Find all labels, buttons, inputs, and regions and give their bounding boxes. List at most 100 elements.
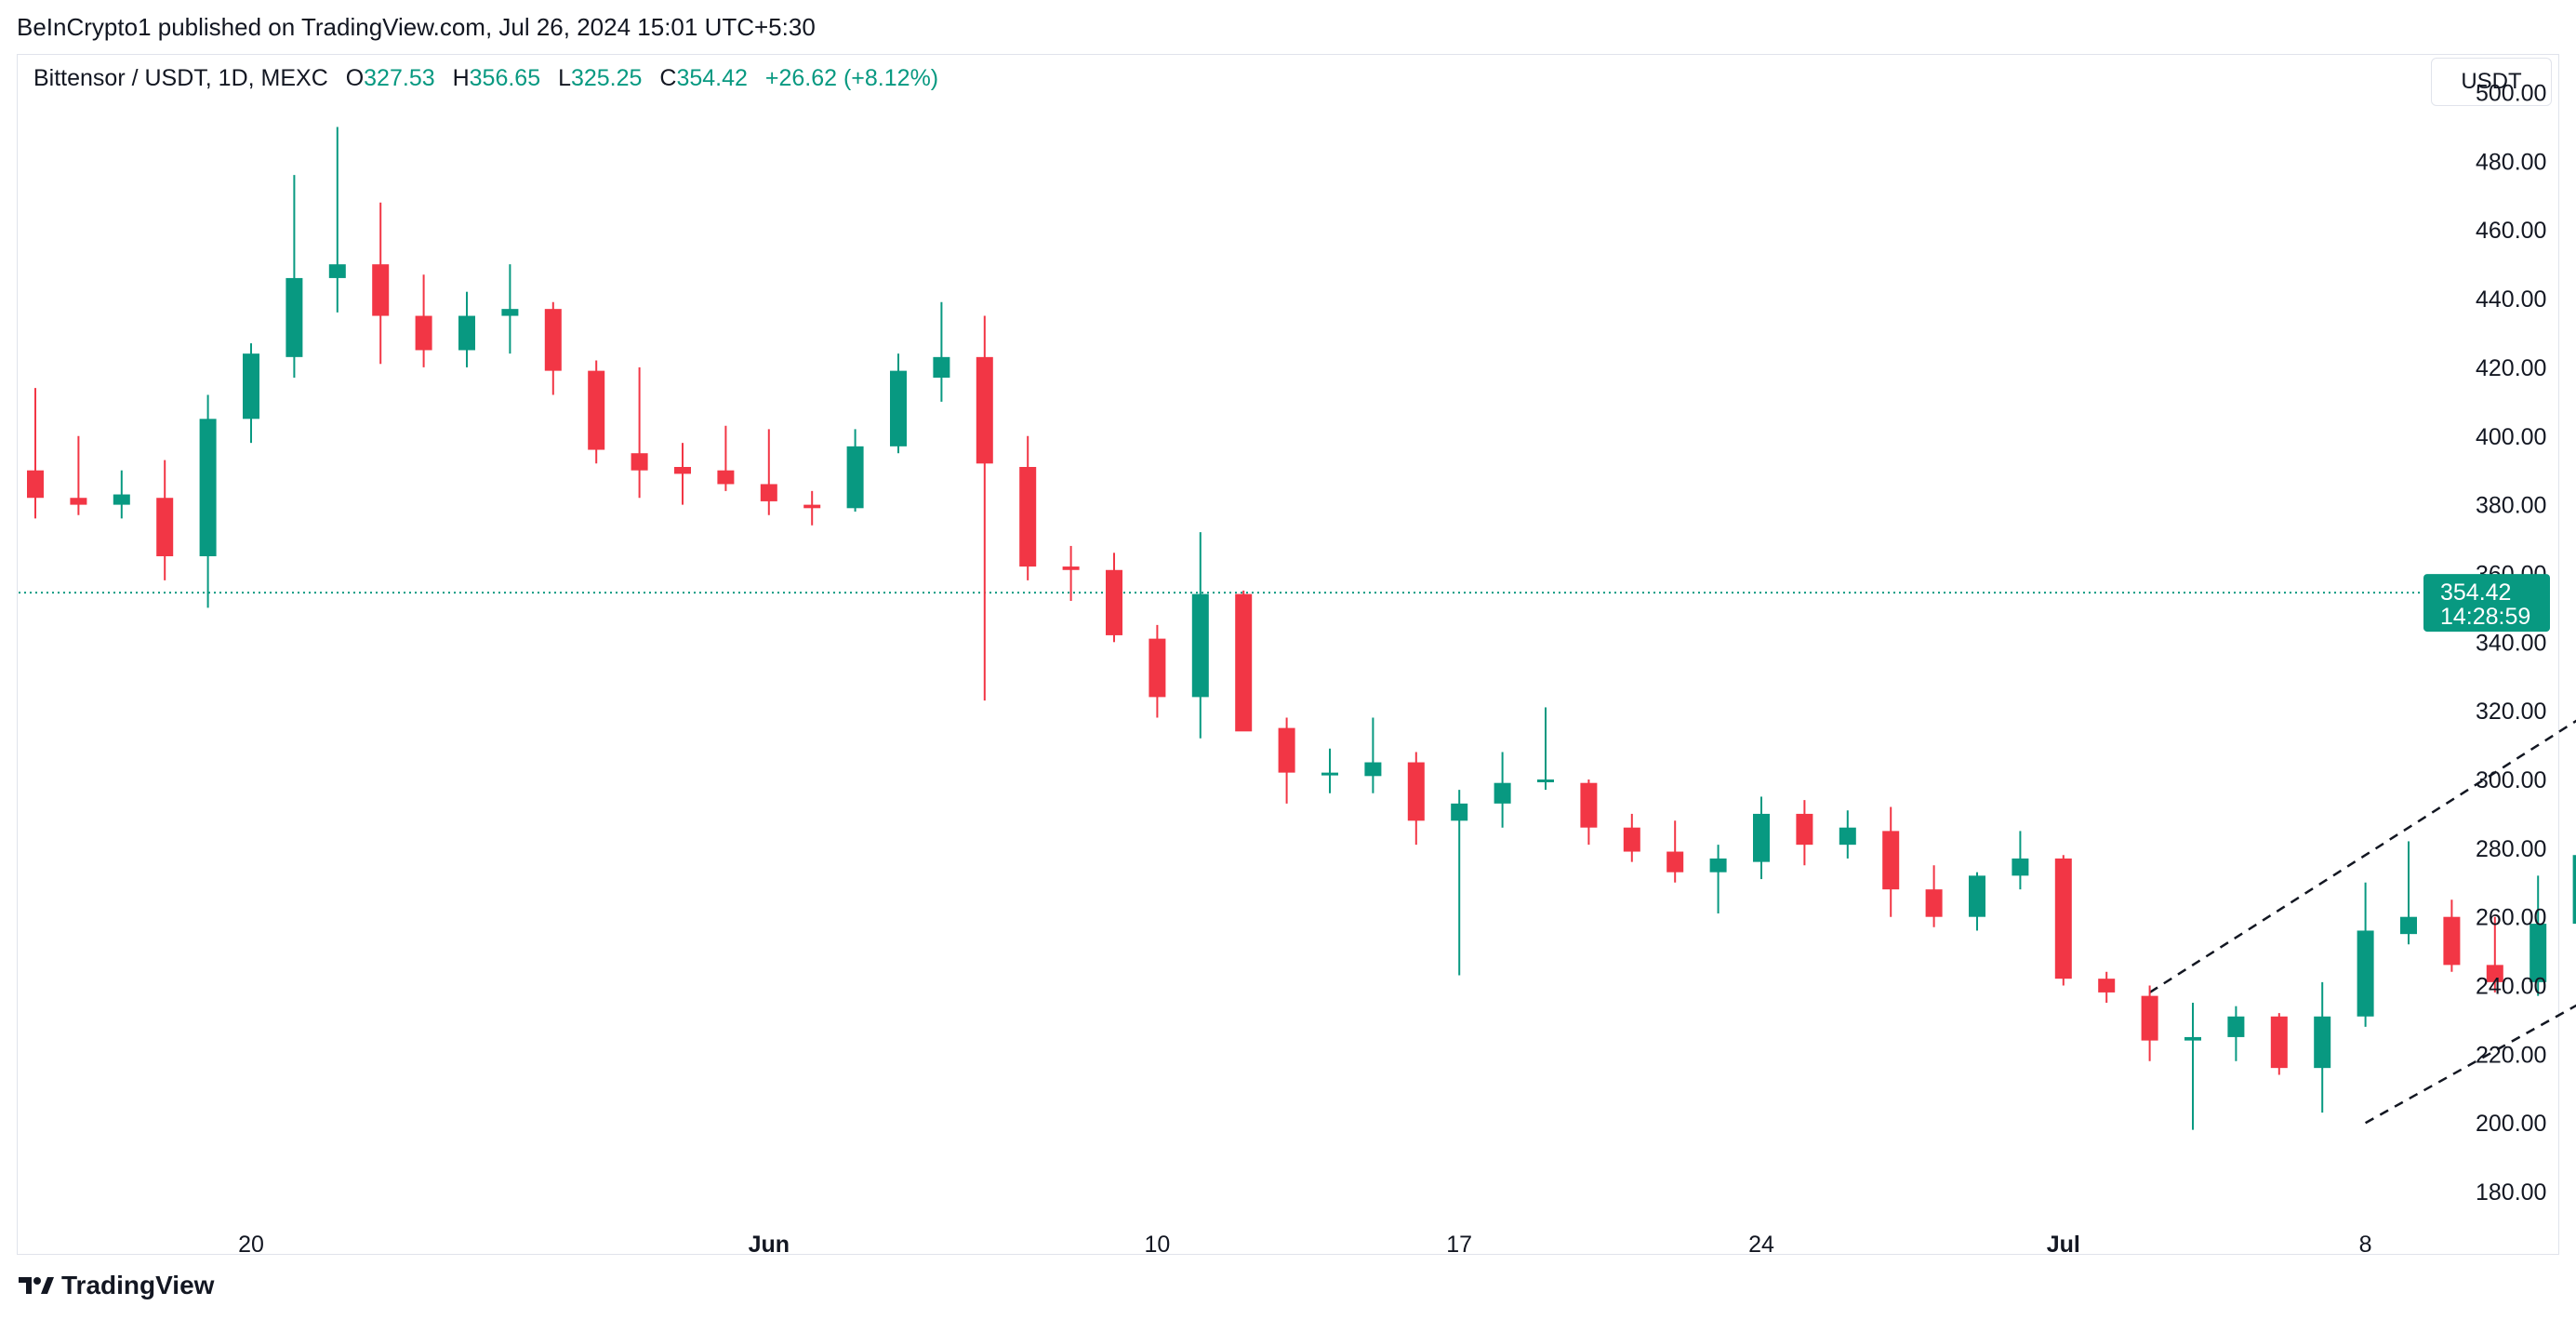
y-tick-label: 260.00	[2476, 905, 2546, 931]
candle-body	[674, 467, 691, 474]
candle[interactable]	[2530, 875, 2547, 996]
candle-body	[1321, 772, 1338, 776]
close-value: 354.42	[676, 65, 748, 91]
x-tick-label: 10	[1144, 1232, 1170, 1258]
candle-body	[2572, 855, 2576, 925]
candle-body	[2141, 995, 2158, 1041]
candle-body	[933, 356, 950, 378]
candle[interactable]	[1191, 532, 1209, 739]
candle-body	[1623, 827, 1640, 852]
candle[interactable]	[2572, 848, 2576, 938]
candle-body	[1451, 803, 1468, 821]
candle[interactable]	[1278, 717, 1295, 804]
candle-body	[1106, 569, 1122, 635]
symbol-label[interactable]: Bittensor / USDT, 1D, MEXC	[33, 65, 328, 91]
candle-body	[717, 470, 735, 485]
candle[interactable]	[372, 202, 390, 365]
candle[interactable]	[1623, 813, 1640, 862]
candle[interactable]	[1882, 806, 1900, 917]
candle[interactable]	[846, 429, 864, 512]
candle-body	[2443, 916, 2461, 966]
candle[interactable]	[1364, 717, 1382, 793]
candle[interactable]	[544, 301, 562, 395]
candle[interactable]	[1321, 748, 1338, 793]
candle[interactable]	[2054, 855, 2072, 986]
high-value: 356.65	[469, 65, 541, 91]
last-price-tag-value: 354.42	[2440, 580, 2511, 606]
candle[interactable]	[458, 291, 475, 367]
candle[interactable]	[243, 343, 259, 444]
candle-body	[1537, 779, 1554, 782]
candle[interactable]	[674, 443, 691, 505]
candle[interactable]	[1753, 796, 1770, 880]
candle[interactable]	[1666, 820, 1684, 883]
candle[interactable]	[2270, 1013, 2288, 1075]
candle[interactable]	[1407, 752, 1425, 846]
candle[interactable]	[1235, 590, 1253, 732]
candle-body	[199, 419, 217, 556]
candle[interactable]	[976, 315, 993, 701]
candle[interactable]	[199, 394, 217, 608]
candle[interactable]	[2486, 916, 2503, 993]
candle[interactable]	[890, 353, 907, 454]
candle[interactable]	[1839, 810, 1856, 859]
channel-trendline[interactable]	[2364, 714, 2576, 1125]
candle[interactable]	[1494, 752, 1511, 828]
x-tick-label: 17	[1446, 1232, 1472, 1258]
candle-body	[631, 453, 648, 471]
candle[interactable]	[2227, 1006, 2245, 1061]
x-tick-label: 20	[238, 1232, 264, 1258]
candle[interactable]	[2012, 831, 2029, 890]
candle[interactable]	[285, 175, 303, 378]
candle[interactable]	[1709, 845, 1727, 913]
candle-body	[1235, 593, 1253, 732]
candle[interactable]	[2314, 981, 2331, 1113]
candle[interactable]	[2141, 985, 2158, 1061]
candle[interactable]	[2184, 1003, 2201, 1130]
candle[interactable]	[1062, 545, 1080, 601]
footer-logo-text: TradingView	[61, 1271, 215, 1299]
candle-body	[113, 494, 130, 505]
candle[interactable]	[631, 366, 648, 499]
candle-body	[1494, 782, 1511, 804]
tradingview-logo[interactable]: TradingView	[17, 1271, 214, 1300]
candle[interactable]	[501, 264, 519, 354]
candle[interactable]	[113, 470, 130, 519]
candle[interactable]	[1106, 553, 1122, 643]
candle-body	[2530, 924, 2547, 982]
candle[interactable]	[760, 429, 777, 515]
candle[interactable]	[933, 301, 950, 402]
last-price-tag	[2423, 574, 2550, 633]
candle[interactable]	[328, 127, 346, 313]
candle[interactable]	[27, 388, 44, 519]
candle[interactable]	[1537, 707, 1554, 791]
candle-body	[544, 309, 562, 371]
candle[interactable]	[1451, 790, 1468, 976]
candle[interactable]	[2357, 882, 2374, 1027]
candle-body	[1191, 593, 1209, 698]
candle[interactable]	[717, 425, 735, 491]
channel-trendline[interactable]	[2148, 553, 2576, 993]
candle[interactable]	[1796, 800, 1813, 866]
candle[interactable]	[1149, 624, 1166, 718]
candle[interactable]	[1019, 435, 1037, 580]
candle-body	[803, 504, 821, 509]
currency-selector-button[interactable]: USDT	[2431, 58, 2552, 106]
candle[interactable]	[2443, 899, 2461, 972]
candle-body	[1666, 851, 1684, 873]
candle[interactable]	[2098, 971, 2116, 1003]
candle[interactable]	[2400, 841, 2417, 945]
candle[interactable]	[803, 490, 821, 526]
candle[interactable]	[70, 435, 87, 515]
candle[interactable]	[1969, 872, 1985, 931]
candle-body	[2314, 1016, 2331, 1069]
candle[interactable]	[415, 274, 432, 367]
close-label: C	[659, 65, 677, 91]
candle[interactable]	[588, 360, 605, 464]
candle[interactable]	[1925, 865, 1943, 927]
candle[interactable]	[156, 460, 174, 580]
candle[interactable]	[1580, 779, 1598, 846]
candle-body	[501, 309, 519, 316]
y-tick-label: 240.00	[2476, 974, 2546, 1000]
